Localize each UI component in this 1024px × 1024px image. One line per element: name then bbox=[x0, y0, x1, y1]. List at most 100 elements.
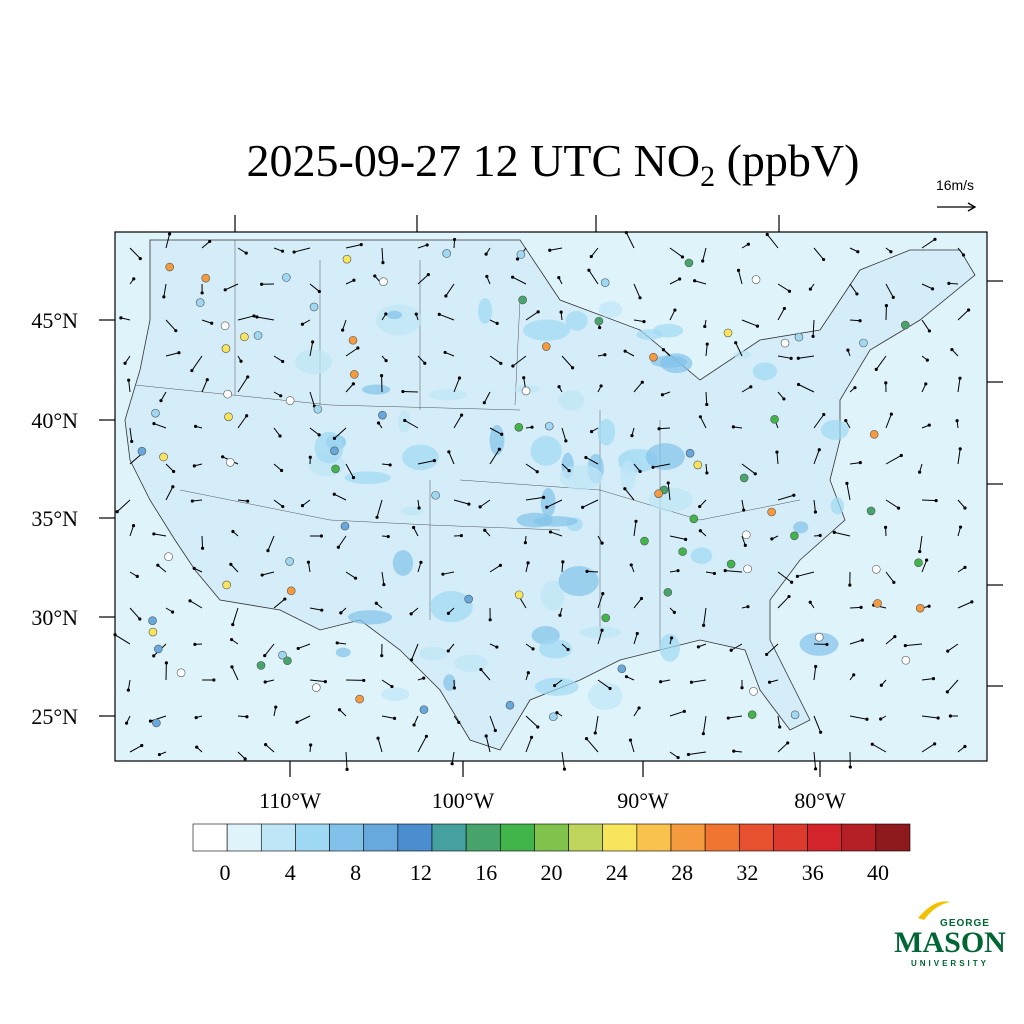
wind-arrow-head bbox=[419, 560, 423, 564]
wind-arrow-head bbox=[497, 447, 501, 451]
frame-ticks bbox=[99, 215, 1003, 777]
wind-arrow-head bbox=[825, 642, 829, 647]
station bbox=[747, 710, 757, 719]
wind-arrow-head bbox=[634, 519, 638, 523]
wind-arrow-head bbox=[795, 574, 800, 578]
wind-arrow bbox=[417, 355, 426, 364]
wind-arrow-head bbox=[845, 481, 849, 485]
wind-arrow bbox=[237, 247, 247, 254]
wind-arrow-head bbox=[608, 686, 612, 691]
wind-arrow-head bbox=[712, 571, 717, 576]
station bbox=[312, 683, 321, 692]
concentration-patch bbox=[314, 431, 344, 464]
station bbox=[780, 338, 790, 348]
wind-arrow-head bbox=[808, 287, 813, 291]
wind-arrow-head bbox=[918, 549, 922, 554]
wind-arrow bbox=[267, 535, 275, 551]
wind-arrow-head bbox=[426, 272, 430, 277]
wind-arrow bbox=[453, 377, 460, 393]
wind-arrow-head bbox=[422, 676, 426, 680]
wind-arrow bbox=[957, 448, 961, 465]
wind-arrow-head bbox=[589, 430, 594, 434]
colorbar-tick-label: 4 bbox=[285, 860, 296, 885]
wind-arrow-head bbox=[351, 476, 356, 480]
wind-arrow bbox=[309, 283, 320, 292]
station bbox=[278, 650, 287, 660]
wind-arrow-head bbox=[548, 530, 553, 534]
wind-arrow bbox=[849, 606, 862, 609]
wind-arrow-head bbox=[221, 455, 225, 459]
wind-arrow bbox=[885, 499, 899, 509]
colorbar-swatch bbox=[465, 823, 501, 852]
wind-arrow bbox=[479, 499, 491, 508]
wind-arrow-head bbox=[552, 683, 557, 688]
wind-arrow bbox=[417, 562, 422, 573]
wind-arrow bbox=[237, 499, 248, 502]
wind-arrow-head bbox=[955, 419, 959, 423]
concentration-patch bbox=[540, 488, 556, 518]
wind-arrow-head bbox=[966, 308, 971, 312]
station bbox=[221, 344, 231, 353]
wind-arrow bbox=[849, 319, 861, 322]
wind-arrow bbox=[694, 280, 707, 285]
colorbar-tick-label: 12 bbox=[410, 860, 432, 885]
wind-arrow bbox=[957, 309, 969, 321]
map-frame bbox=[114, 231, 988, 762]
title-subscript: 2 bbox=[700, 160, 715, 193]
colorbar-tick-label: 28 bbox=[671, 860, 693, 885]
wind-arrow bbox=[163, 283, 167, 297]
wind-arrow bbox=[834, 531, 851, 537]
wind-arrow bbox=[192, 499, 203, 502]
concentration-patch bbox=[478, 298, 493, 324]
concentration-patch bbox=[558, 390, 585, 411]
wind-arrow-head bbox=[457, 376, 462, 380]
wind-arrow bbox=[381, 247, 384, 263]
wind-arrow bbox=[885, 455, 902, 465]
station bbox=[253, 331, 263, 340]
wind-arrow bbox=[777, 742, 789, 753]
wind-arrow bbox=[885, 413, 892, 429]
station bbox=[640, 536, 649, 546]
wind-arrow bbox=[633, 283, 641, 298]
wind-arrow-head bbox=[263, 680, 267, 684]
wind-arrow-head bbox=[635, 631, 639, 636]
wind-arrow bbox=[561, 561, 564, 573]
wind-arrow bbox=[813, 414, 825, 429]
wind-arrow-head bbox=[755, 324, 760, 328]
wind-arrow-head bbox=[174, 329, 178, 333]
wind-arrow-head bbox=[660, 393, 665, 397]
wind-arrow bbox=[165, 352, 180, 357]
wind-arrow-head bbox=[860, 638, 864, 642]
wind-arrow bbox=[594, 715, 599, 734]
wind-arrow-head bbox=[933, 742, 937, 746]
wind-arrow-head bbox=[332, 492, 336, 496]
wind-arrow-head bbox=[148, 719, 153, 723]
wind-arrow bbox=[262, 571, 275, 576]
wind-arrow-head bbox=[230, 665, 234, 669]
station bbox=[689, 514, 699, 524]
wind-arrow bbox=[201, 319, 212, 324]
station bbox=[224, 412, 233, 422]
wind-arrow-head bbox=[425, 243, 429, 247]
concentration-patch bbox=[690, 547, 713, 564]
station bbox=[223, 389, 232, 399]
wind-arrow-head bbox=[526, 671, 530, 675]
station bbox=[749, 687, 758, 696]
wind-arrow bbox=[597, 593, 604, 609]
colorbar-swatch bbox=[602, 823, 638, 852]
wind-arrow-head bbox=[260, 573, 264, 577]
wind-arrow-head bbox=[409, 658, 414, 662]
wind-arrow-head bbox=[557, 276, 561, 280]
wind-arrow bbox=[921, 283, 933, 290]
wind-arrow-head bbox=[558, 613, 562, 617]
station bbox=[330, 446, 339, 456]
wind-arrow-head bbox=[786, 741, 790, 745]
wind-arrow bbox=[191, 355, 203, 371]
wind-arrow-head bbox=[623, 487, 627, 491]
wind-arrow bbox=[691, 679, 707, 683]
wind-arrow bbox=[525, 496, 544, 501]
wind-arrow-head bbox=[239, 359, 243, 363]
wind-arrow-head bbox=[559, 310, 563, 314]
concentration-patch bbox=[793, 521, 809, 534]
wind-arrow bbox=[489, 715, 496, 731]
